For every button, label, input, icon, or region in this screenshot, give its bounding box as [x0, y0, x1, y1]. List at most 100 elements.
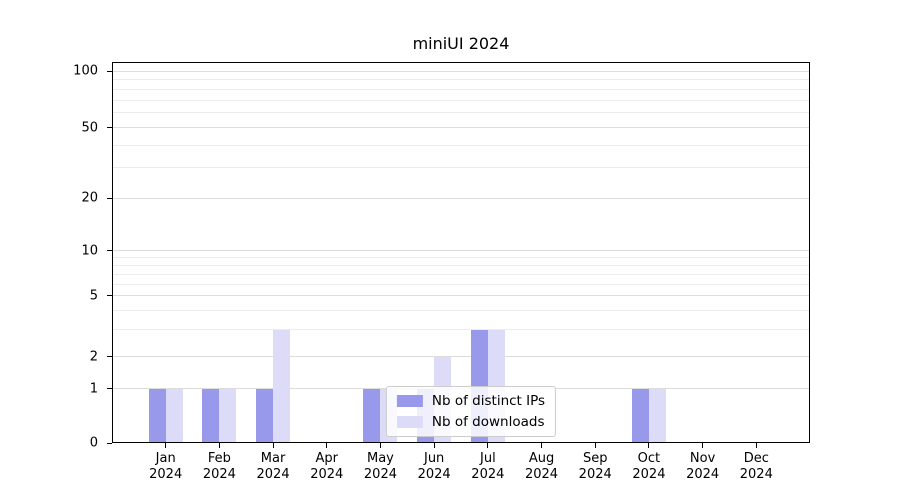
x-tick-mark: [326, 443, 328, 448]
x-tick-label-line: Jun: [423, 451, 445, 466]
y-tick-mark: [107, 295, 112, 297]
x-tick-label-line: 2024: [632, 467, 666, 482]
x-tick-label-line: 2024: [363, 467, 397, 482]
x-tick-label-line: 2024: [686, 467, 720, 482]
x-tick-label-line: 2024: [202, 467, 236, 482]
x-tick-label: Sep 2024: [553, 451, 637, 483]
chart-title: miniUI 2024: [412, 34, 510, 53]
bar-downloads: [165, 388, 183, 443]
x-tick-label-line: Dec: [743, 451, 769, 466]
y-tick-mark: [107, 356, 112, 358]
x-tick-label: Nov 2024: [661, 451, 745, 483]
gridline-minor: [112, 166, 810, 168]
gridline-major: [112, 127, 810, 129]
gridline-major: [112, 250, 810, 252]
x-tick-label-line: Nov: [689, 451, 716, 466]
bar-distinct-ips: [202, 388, 220, 443]
x-tick-mark: [755, 443, 757, 448]
gridline-minor: [112, 329, 810, 331]
gridline-minor: [112, 99, 810, 101]
gridline-minor: [112, 112, 810, 114]
x-tick-label: Jan 2024: [124, 451, 208, 483]
y-axis: 0 1 2 5 10 20 50 100: [0, 62, 112, 451]
x-tick-label: Feb 2024: [177, 451, 261, 483]
bar-distinct-ips: [256, 388, 274, 443]
x-tick-label-line: 2024: [310, 467, 344, 482]
x-tick-label-line: 2024: [149, 467, 183, 482]
x-tick-label-line: Jan: [155, 451, 176, 466]
bar-distinct-ips: [631, 388, 649, 443]
x-tick-label-line: 2024: [417, 467, 451, 482]
x-tick-label: Dec 2024: [714, 451, 798, 483]
x-tick-label-line: Mar: [260, 451, 286, 466]
bar-downloads: [219, 388, 237, 443]
x-tick-label-line: 2024: [471, 467, 505, 482]
legend-swatch-distinct-ips-icon: [396, 395, 423, 407]
x-axis: Jan 2024 Feb 2024 Mar 2024 Apr 2024 May 2024 Jun 20…: [112, 443, 810, 488]
y-tick-label: 100: [73, 63, 98, 79]
y-tick-mark: [107, 70, 112, 72]
gridline-minor: [112, 257, 810, 259]
bar-distinct-ips: [363, 388, 381, 443]
y-tick-mark: [107, 197, 112, 199]
legend-label-downloads: Nb of downloads: [431, 414, 545, 430]
y-tick-mark: [107, 127, 112, 129]
y-tick-mark: [107, 388, 112, 390]
x-tick-label: Jun 2024: [392, 451, 476, 483]
y-tick-label: 5: [89, 288, 98, 304]
x-tick-mark: [218, 443, 220, 448]
x-tick-label: May 2024: [338, 451, 422, 483]
gridline-minor: [112, 283, 810, 285]
bar-downloads: [273, 329, 291, 443]
y-tick-label: 50: [81, 120, 98, 136]
gridline-minor: [112, 273, 810, 275]
gridline-minor: [112, 144, 810, 146]
x-tick-label: Mar 2024: [231, 451, 315, 483]
legend-entry-distinct-ips: Nb of distinct IPs: [396, 393, 546, 409]
gridline-minor: [112, 79, 810, 81]
y-tick-label: 0: [89, 435, 98, 451]
gridline-minor: [112, 88, 810, 90]
x-tick-label-line: 2024: [739, 467, 773, 482]
x-tick-label: Jul 2024: [446, 451, 530, 483]
bar-distinct-ips: [148, 388, 166, 443]
x-tick-mark: [379, 443, 381, 448]
x-tick-mark: [594, 443, 596, 448]
x-tick-label-line: 2024: [524, 467, 559, 482]
x-tick-label-line: Oct: [637, 451, 661, 466]
x-tick-label-line: May: [367, 451, 394, 466]
gridline-major: [112, 295, 810, 297]
x-tick-label-line: Jul: [480, 451, 496, 466]
y-tick-label: 2: [89, 349, 98, 365]
y-tick-label: 1: [89, 381, 98, 397]
x-tick-mark: [541, 443, 543, 448]
x-tick-label-line: Apr: [315, 451, 339, 466]
gridline-major: [112, 70, 810, 72]
x-tick-label: Apr 2024: [285, 451, 369, 483]
bar-downloads: [648, 388, 666, 443]
x-tick-label: Oct 2024: [607, 451, 691, 483]
x-tick-label-line: Sep: [582, 451, 608, 466]
x-tick-mark: [648, 443, 650, 448]
x-tick-label-line: 2024: [578, 467, 612, 482]
gridline-minor: [112, 310, 810, 312]
gridline-minor: [112, 264, 810, 266]
x-tick-mark: [487, 443, 489, 448]
x-tick-label: Aug 2024: [500, 451, 584, 483]
legend: Nb of distinct IPs Nb of downloads: [385, 386, 557, 437]
x-tick-mark: [433, 443, 435, 448]
y-tick-label: 20: [81, 190, 98, 206]
gridline-major: [112, 356, 810, 358]
gridline-major: [112, 197, 810, 199]
y-tick-mark: [107, 250, 112, 252]
y-tick-label: 10: [81, 243, 98, 259]
legend-entry-downloads: Nb of downloads: [396, 414, 545, 430]
x-tick-mark: [702, 443, 704, 448]
y-tick-mark: [107, 442, 112, 444]
legend-swatch-downloads-icon: [396, 416, 423, 428]
x-tick-label-line: Aug: [528, 451, 555, 466]
x-tick-label-line: Feb: [207, 451, 231, 466]
x-tick-label-line: 2024: [256, 467, 290, 482]
legend-label-distinct-ips: Nb of distinct IPs: [431, 393, 546, 409]
